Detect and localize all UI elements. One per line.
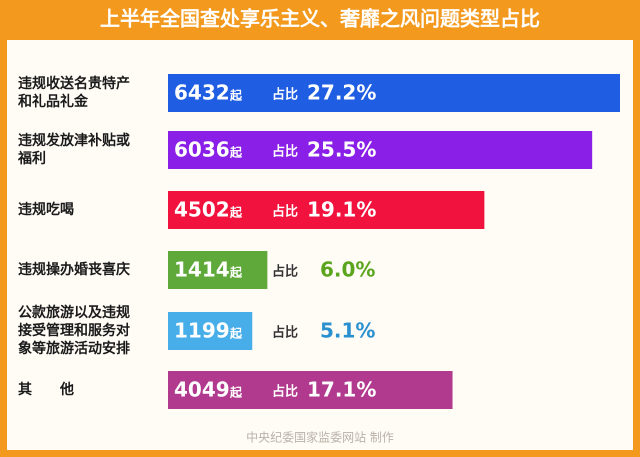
share-label: 6.0% xyxy=(320,258,375,282)
unit-label: 起 xyxy=(229,88,243,103)
share-label: 19.1% xyxy=(307,198,376,222)
unit-label: 起 xyxy=(229,145,243,160)
count-label: 6036 xyxy=(174,138,230,162)
share-prefix: 占比 xyxy=(272,87,298,103)
category-label: 其 他 xyxy=(18,381,74,398)
bar xyxy=(168,312,253,350)
count-label: 4502 xyxy=(174,198,230,222)
unit-label: 起 xyxy=(229,205,243,220)
bar xyxy=(168,74,620,112)
share-label: 25.5% xyxy=(307,138,376,162)
bar xyxy=(168,191,485,229)
chart-title: 上半年全国查处享乐主义、奢靡之风问题类型占比 xyxy=(100,7,540,31)
share-prefix: 占比 xyxy=(272,325,298,341)
bar xyxy=(168,371,453,409)
share-label: 5.1% xyxy=(320,319,375,343)
category-label: 违规操办婚丧喜庆 xyxy=(18,261,130,278)
bar xyxy=(168,131,593,169)
count-label: 1199 xyxy=(174,319,230,343)
share-prefix: 占比 xyxy=(272,264,298,280)
category-label: 违规吃喝 xyxy=(18,201,74,218)
footer: 中央纪委国家监委网站 制作 xyxy=(246,430,394,445)
count-label: 4049 xyxy=(174,378,230,402)
category-label: 公款旅游以及违规接受管理和服务对象等旅游活动安排 xyxy=(18,304,130,357)
count-label: 1414 xyxy=(174,258,230,282)
share-label: 27.2% xyxy=(307,81,376,105)
share-prefix: 占比 xyxy=(272,144,298,160)
category-label: 违规收送名贵特产和礼品礼金 xyxy=(18,75,130,110)
share-prefix: 占比 xyxy=(272,204,298,220)
share-prefix: 占比 xyxy=(272,384,298,400)
unit-label: 起 xyxy=(229,385,243,400)
unit-label: 起 xyxy=(229,265,243,280)
share-label: 17.1% xyxy=(307,378,376,402)
category-label: 违规发放津补贴或福利 xyxy=(17,132,130,167)
unit-label: 起 xyxy=(229,326,243,341)
count-label: 6432 xyxy=(174,81,230,105)
bar xyxy=(168,251,268,289)
